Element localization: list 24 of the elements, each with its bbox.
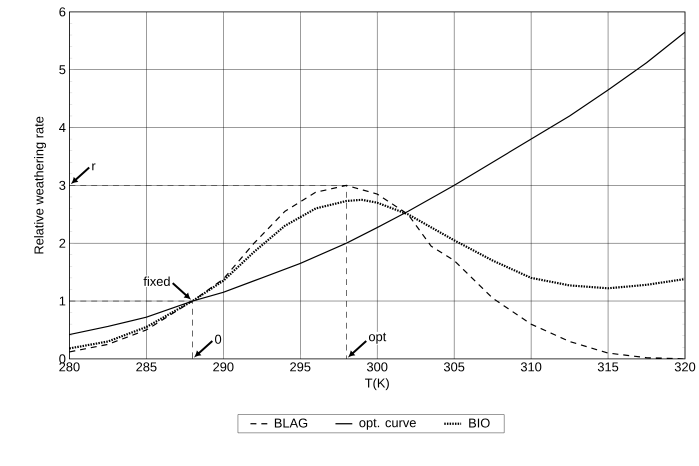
x-tick-label: 305	[444, 362, 464, 372]
x-tick-label: 320	[674, 362, 696, 372]
x-tick-label: 310	[520, 362, 542, 372]
x-tick-label: 285	[136, 362, 157, 372]
y-axis-title: Relative weathering rate	[34, 116, 46, 254]
legend-label: BIO	[469, 418, 490, 428]
x-tick-label: 315	[598, 362, 618, 372]
x-tick-label: 295	[290, 362, 310, 372]
y-tick-label: 5	[59, 65, 66, 74]
x-tick-label: 300	[366, 362, 388, 372]
x-axis-title: T(K)	[365, 378, 389, 390]
annotation: fixed	[144, 276, 170, 286]
x-tick-label: 290	[213, 362, 234, 372]
legend-label: opt. curve	[359, 418, 416, 430]
legend-label: BLAG	[274, 418, 308, 428]
annotation: r	[92, 163, 96, 170]
y-tick-label: 4	[59, 123, 66, 132]
annotation: opt	[368, 332, 386, 344]
y-tick-label: 1	[60, 296, 66, 306]
y-tick-label: 3	[59, 180, 66, 190]
y-tick-label: 2	[59, 238, 66, 248]
x-tick-label: 280	[59, 362, 80, 372]
y-tick-label: 6	[59, 7, 66, 16]
annotation: 0	[215, 334, 222, 344]
